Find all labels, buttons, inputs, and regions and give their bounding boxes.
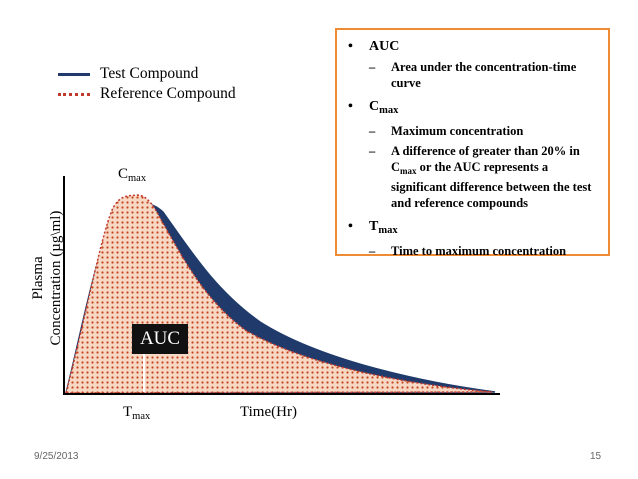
footer-date: 9/25/2013 <box>34 451 79 462</box>
tmax-label-base: T <box>123 404 133 420</box>
y-axis-label-line2: Concentration (µg\ml) <box>48 210 64 346</box>
cmax-label: Cmax <box>118 166 146 184</box>
y-axis-label: Plasma Concentration (µg\ml) <box>29 211 65 346</box>
bullet-cmax: • Cmax <box>345 99 600 119</box>
dash-mark: – <box>369 124 376 138</box>
dash-mark: – <box>369 244 376 258</box>
sub-item-text: Area under the concentration-time curve <box>391 60 577 90</box>
bullet-mark: • <box>348 219 353 234</box>
sub-item-text: Maximum concentration <box>391 124 524 138</box>
bullet-mark: • <box>348 39 353 54</box>
info-box: • AUC – Area under the concentration-tim… <box>335 28 610 259</box>
sub-item-cmax-difference: – A difference of greater than 20% in Cm… <box>369 143 600 211</box>
legend-item-test: Test Compound <box>58 64 236 84</box>
sub-item-text: Time to maximum concentration <box>391 244 567 258</box>
cmax-label-sub: max <box>128 173 147 184</box>
legend: Test Compound Reference Compound <box>58 64 236 104</box>
cmax-title-base: C <box>369 99 380 114</box>
auc-box: AUC <box>132 324 188 354</box>
bullet-auc-title: AUC <box>369 39 400 54</box>
legend-label-test: Test Compound <box>100 65 199 82</box>
cmax-label-base: C <box>118 166 129 182</box>
tmax-label: Tmax <box>123 404 150 422</box>
bullet-mark: • <box>348 99 353 114</box>
sub-item-cmax-definition: – Maximum concentration <box>369 123 600 139</box>
tmax-label-sub: max <box>132 411 151 422</box>
legend-swatch-dotted <box>58 92 90 96</box>
cmax-diff-text-b: or the AUC represents a significant diff… <box>391 160 592 210</box>
bullet-cmax-title: Cmax <box>369 99 398 119</box>
sub-item-tmax-definition: – Time to maximum concentration <box>369 243 600 259</box>
bullet-tmax: • Tmax <box>345 219 600 239</box>
x-axis-label: Time(Hr) <box>240 404 297 420</box>
bullet-tmax-title: Tmax <box>369 219 398 239</box>
dash-mark: – <box>369 144 376 158</box>
cmax-diff-text-a: A difference of greater than 20% in C <box>391 144 580 174</box>
y-axis-label-line1: Plasma <box>30 256 46 300</box>
dash-mark: – <box>369 60 376 74</box>
sub-item-auc-definition: – Area under the concentration-time curv… <box>369 59 600 91</box>
bullet-auc: • AUC <box>345 39 600 55</box>
cmax-diff-sub: max <box>400 166 417 176</box>
legend-swatch-solid <box>58 72 90 76</box>
sub-item-text: A difference of greater than 20% in Cmax… <box>391 143 600 211</box>
cmax-title-sub: max <box>379 105 399 116</box>
legend-item-reference: Reference Compound <box>58 84 236 104</box>
tmax-title-sub: max <box>378 225 398 236</box>
legend-label-reference: Reference Compound <box>100 85 236 102</box>
footer-page-number: 15 <box>590 451 602 462</box>
tmax-title-base: T <box>369 219 379 234</box>
